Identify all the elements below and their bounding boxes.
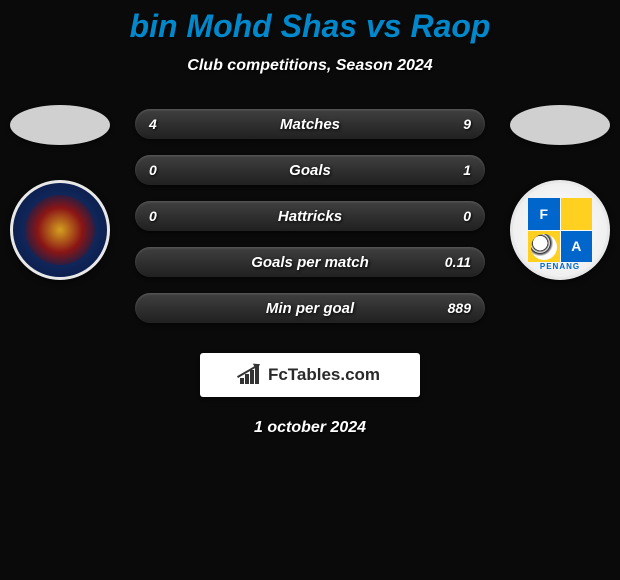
stat-right-value: 0.11 bbox=[431, 254, 485, 270]
crest-right-shield: F A bbox=[528, 198, 592, 262]
stat-label: Min per goal bbox=[135, 300, 485, 317]
comparison-card: bin Mohd Shas vs Raop Club competitions,… bbox=[0, 0, 620, 437]
subtitle: Club competitions, Season 2024 bbox=[0, 57, 620, 75]
crest-right-text: PENANG bbox=[513, 262, 607, 271]
stat-left-value: 4 bbox=[135, 116, 171, 132]
stat-right-value: 0 bbox=[449, 208, 485, 224]
football-icon bbox=[531, 234, 557, 260]
club-crest-right: F A PENANG bbox=[510, 180, 610, 280]
main-stats-area: F A PENANG 4 Matches 9 0 Goals 1 0 bbox=[0, 105, 620, 345]
stat-label: Hattricks bbox=[135, 208, 485, 225]
branding-text: FcTables.com bbox=[268, 365, 380, 385]
team-left-badge bbox=[10, 135, 110, 235]
bar-chart-icon bbox=[240, 366, 262, 384]
stat-label: Goals bbox=[135, 162, 485, 179]
shield-q2 bbox=[561, 198, 593, 230]
team-right-badge: F A PENANG bbox=[510, 135, 610, 235]
stat-left-value: 0 bbox=[135, 208, 171, 224]
stat-right-value: 9 bbox=[449, 116, 485, 132]
stat-row: 0 Goals 1 bbox=[135, 155, 485, 185]
shield-q1: F bbox=[528, 198, 560, 230]
stat-row: 4 Matches 9 bbox=[135, 109, 485, 139]
stat-right-value: 1 bbox=[449, 162, 485, 178]
date-label: 1 october 2024 bbox=[0, 419, 620, 437]
branding-badge[interactable]: FcTables.com bbox=[200, 353, 420, 397]
stats-list: 4 Matches 9 0 Goals 1 0 Hattricks 0 Goal… bbox=[135, 105, 485, 323]
page-title: bin Mohd Shas vs Raop bbox=[0, 8, 620, 45]
stat-right-value: 889 bbox=[434, 300, 485, 316]
stat-row: 0 Hattricks 0 bbox=[135, 201, 485, 231]
stat-left-value: 0 bbox=[135, 162, 171, 178]
shield-q4: A bbox=[561, 231, 593, 263]
shield-q3 bbox=[528, 231, 560, 263]
stat-row: Min per goal 889 bbox=[135, 293, 485, 323]
stat-label: Matches bbox=[135, 116, 485, 133]
crest-left-inner bbox=[25, 195, 95, 265]
club-crest-left bbox=[10, 180, 110, 280]
stat-row: Goals per match 0.11 bbox=[135, 247, 485, 277]
